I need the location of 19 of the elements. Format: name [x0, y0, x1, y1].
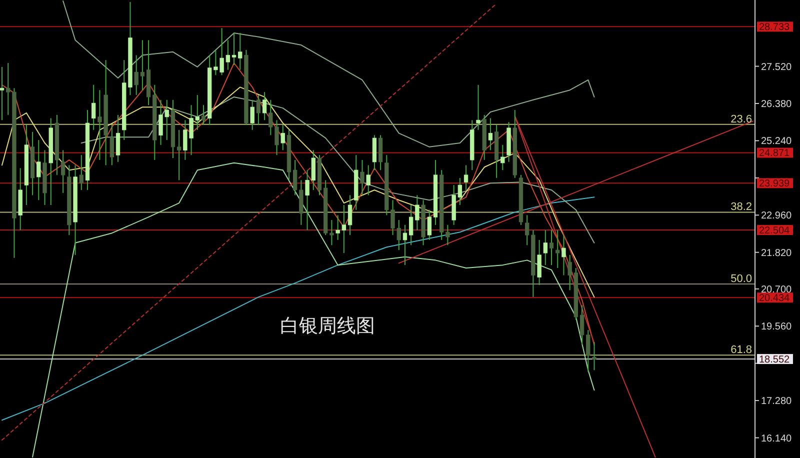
ref-line-label: 18.552 — [759, 354, 790, 366]
annotation: 61.8 — [730, 344, 752, 356]
annotation: 50.0 — [730, 273, 752, 286]
y-tick-label: 16.140 — [761, 433, 792, 444]
y-tick-label: 22.960 — [761, 210, 792, 222]
y-tick-label: 27.520 — [761, 62, 792, 73]
y-tick-label: 19.560 — [761, 322, 792, 333]
ref-line-label: 22.504 — [759, 226, 790, 237]
y-tick-label: 25.240 — [761, 136, 792, 148]
ref-line-label: 28.733 — [759, 22, 790, 34]
y-tick-label: 21.820 — [761, 248, 792, 259]
ref-line-label: 23.939 — [759, 178, 790, 190]
text: 白银周线图 — [280, 316, 375, 337]
ref-line-label: 20.434 — [759, 293, 790, 304]
annotation: 23.6 — [730, 113, 752, 126]
annotation: 38.2 — [730, 201, 752, 214]
y-tick-label: 26.380 — [761, 98, 792, 110]
ref-line-label: 24.871 — [759, 148, 790, 160]
y-tick-label: 17.280 — [761, 396, 792, 408]
